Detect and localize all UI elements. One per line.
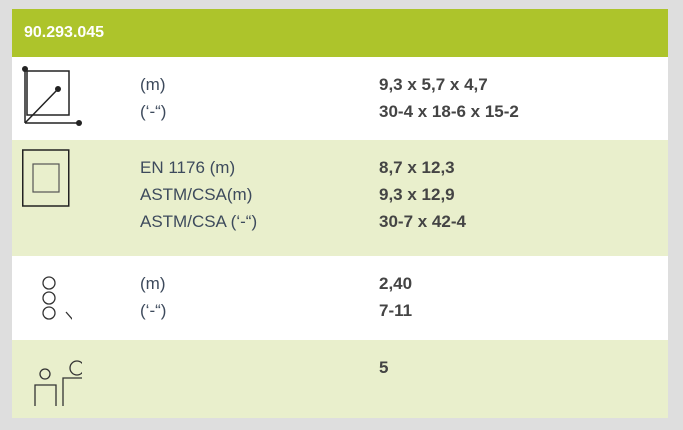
- spec-row-safety-area: EN 1176 (m) ASTM/CSA(m) ASTM/CSA (‘-“) 8,7…: [12, 140, 668, 256]
- spec-row-users: 5: [12, 340, 668, 418]
- fall-height-icon: [42, 276, 72, 320]
- product-spec-card: 90.293.045 (m) (‘-“) 9,3 x 5,7 x 4,7 30-4 …: [12, 9, 668, 418]
- spec-row-fall-height: (m) (‘-“) 2,40 7-11: [12, 256, 668, 340]
- values: 9,3 x 5,7 x 4,7 30-4 x 18-6 x 15-2: [379, 75, 519, 121]
- units: (m) (‘-“): [140, 75, 167, 121]
- spec-row-dimensions: (m) (‘-“) 9,3 x 5,7 x 4,7 30-4 x 18-6 x 15…: [12, 57, 668, 140]
- product-number: 90.293.045: [12, 9, 668, 57]
- dimensions-icon: [22, 66, 82, 126]
- safety-area-icon: [22, 149, 70, 207]
- users-icon: [34, 360, 82, 406]
